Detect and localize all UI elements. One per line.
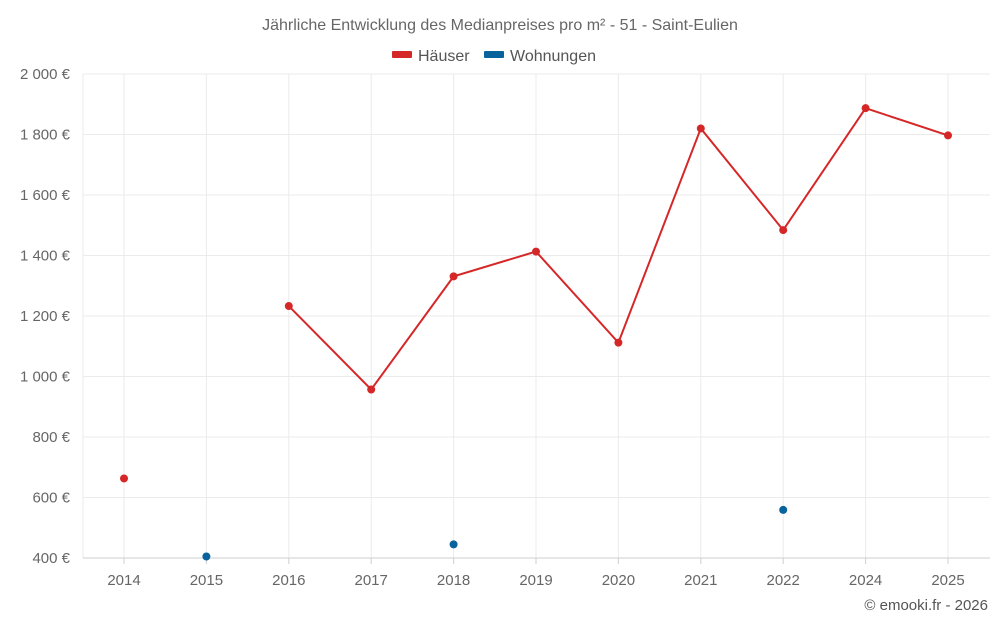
y-tick-label: 2 000 € xyxy=(20,66,71,83)
y-tick-label: 400 € xyxy=(32,550,70,567)
chart-title: Jährliche Entwicklung des Medianpreises … xyxy=(262,17,738,34)
y-tick-label: 600 € xyxy=(32,490,70,507)
series-0 xyxy=(120,104,952,483)
data-point[interactable] xyxy=(614,338,623,347)
data-point[interactable] xyxy=(944,131,952,140)
x-tick-label: 2016 xyxy=(272,572,305,589)
x-tick-label: 2022 xyxy=(767,572,800,589)
grid xyxy=(82,73,990,559)
data-point[interactable] xyxy=(367,385,376,394)
legend-item-wohnungen[interactable]: Wohnungen xyxy=(484,48,596,65)
data-point[interactable] xyxy=(284,302,293,311)
legend: Häuser Wohnungen xyxy=(392,48,596,65)
data-point[interactable] xyxy=(120,474,128,483)
data-point[interactable] xyxy=(202,552,211,561)
y-tick-label: 1 400 € xyxy=(20,248,71,265)
x-tick-label: 2020 xyxy=(602,572,635,589)
x-axis-ticks: 2014 2015 2016 2017 2018 2019 2020 2021 2022 2024… xyxy=(107,558,965,589)
data-point[interactable] xyxy=(532,247,540,256)
data-point[interactable] xyxy=(449,272,458,281)
y-tick-label: 1 600 € xyxy=(20,187,71,204)
legend-label-haeuser: Häuser xyxy=(418,48,470,65)
x-tick-label: 2014 xyxy=(107,572,140,589)
x-tick-label: 2024 xyxy=(849,572,882,589)
legend-swatch-haeuser xyxy=(392,51,412,58)
data-point[interactable] xyxy=(779,226,788,235)
y-tick-label: 1 000 € xyxy=(20,369,71,386)
legend-swatch-wohnungen xyxy=(484,51,504,58)
y-tick-label: 800 € xyxy=(32,429,70,446)
x-tick-label: 2021 xyxy=(684,572,717,589)
x-tick-label: 2017 xyxy=(355,572,388,589)
y-axis-ticks: 2 000 € 1 800 € 1 600 € 1 400 € 1 200 € 1 000… xyxy=(20,66,71,567)
legend-item-haeuser[interactable]: Häuser xyxy=(392,48,470,65)
data-point[interactable] xyxy=(696,124,705,133)
x-tick-label: 2025 xyxy=(931,572,964,589)
x-tick-label: 2019 xyxy=(519,572,552,589)
series-1 xyxy=(202,505,788,561)
x-tick-label: 2018 xyxy=(437,572,470,589)
x-tick-label: 2015 xyxy=(190,572,223,589)
series xyxy=(120,104,952,561)
y-tick-label: 1 800 € xyxy=(20,127,71,144)
credit: © emooki.fr - 2026 xyxy=(864,597,988,614)
data-point[interactable] xyxy=(861,104,870,113)
legend-label-wohnungen: Wohnungen xyxy=(510,48,596,65)
data-point[interactable] xyxy=(779,505,788,514)
y-tick-label: 1 200 € xyxy=(20,308,71,325)
data-point[interactable] xyxy=(449,540,458,549)
